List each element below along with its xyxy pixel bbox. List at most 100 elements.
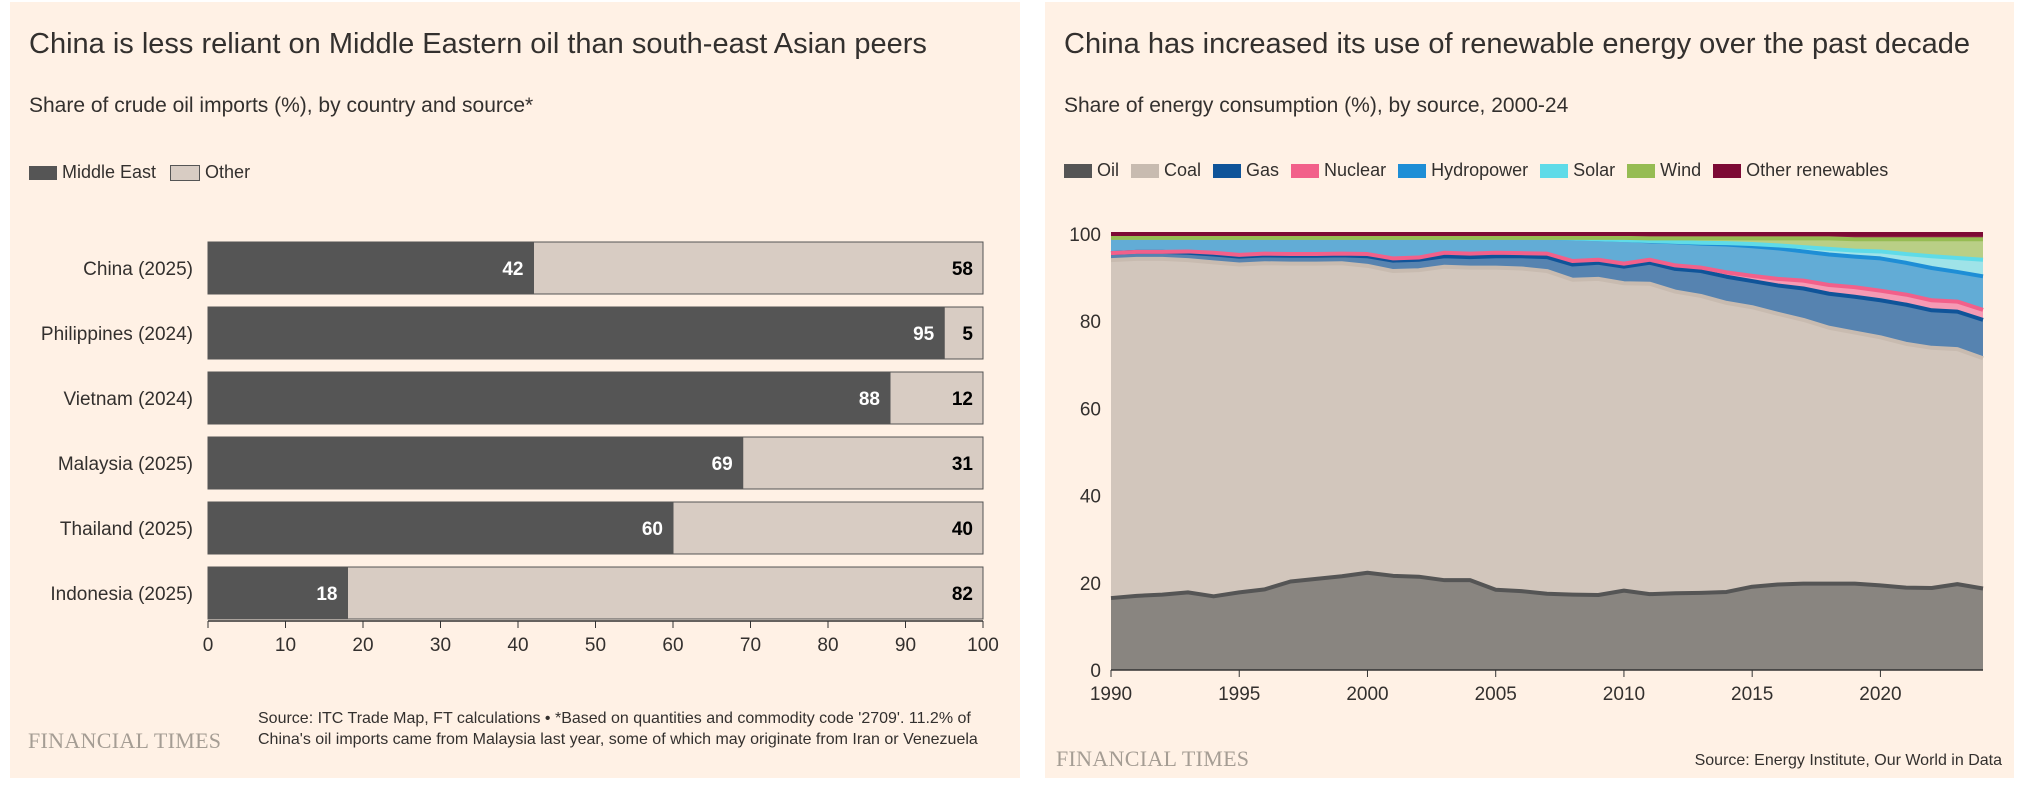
legend-label: Hydropower (1431, 160, 1529, 180)
category-label: China (2025) (83, 259, 193, 280)
data-label: 88 (859, 389, 880, 410)
x-tick-label: 2005 (1475, 684, 1517, 705)
legend-label: Solar (1573, 160, 1616, 180)
category-label: Vietnam (2024) (63, 389, 193, 410)
legend-swatch (1713, 163, 1742, 178)
bar-middle-east (207, 241, 534, 295)
x-tick-label: 80 (817, 635, 838, 656)
legend-swatch (1291, 163, 1320, 178)
data-label: 31 (952, 454, 974, 475)
category-label: Indonesia (2025) (50, 584, 193, 605)
y-tick-label: 80 (1080, 312, 1101, 333)
chart-subtitle: Share of energy consumption (%), by sour… (1064, 94, 1569, 117)
x-tick-label: 1990 (1090, 684, 1132, 705)
area-oil (1111, 572, 1983, 670)
legend-swatch (1064, 163, 1092, 178)
legend-label: Gas (1246, 160, 1280, 180)
y-tick-label: 60 (1080, 399, 1101, 420)
data-label: 5 (962, 324, 973, 345)
x-tick-label: 60 (662, 635, 683, 656)
category-label: Thailand (2025) (60, 519, 193, 540)
legend-item: Coal (1131, 160, 1201, 181)
data-label: 95 (913, 324, 935, 345)
data-label: 60 (642, 519, 663, 540)
ft-logo: FINANCIAL TIMES (1056, 746, 1250, 771)
y-tick-label: 20 (1080, 574, 1101, 595)
legend-swatch (1131, 163, 1159, 178)
chart-title: China is less reliant on Middle Eastern … (29, 28, 927, 60)
category-label: Malaysia (2025) (58, 454, 193, 475)
legend-label: Coal (1164, 160, 1202, 180)
legend-item: Wind (1627, 160, 1701, 181)
bar-middle-east (207, 371, 891, 425)
legend-item: Hydropower (1398, 160, 1528, 181)
legend-item: Oil (1064, 160, 1119, 181)
x-tick-label: 1995 (1218, 684, 1260, 705)
x-tick-label: 40 (507, 635, 528, 656)
legend-swatch (170, 164, 201, 181)
data-label: 12 (952, 389, 973, 410)
legend-swatch (1398, 163, 1427, 178)
legend: Oil Coal Gas Nuclear Hydropower Solar Wind Othe… (1064, 160, 1888, 181)
line-wind (1111, 235, 1983, 242)
bar-other (889, 371, 984, 425)
legend-label: Middle East (62, 162, 157, 182)
data-label: 18 (316, 584, 337, 605)
legend-item: Gas (1213, 160, 1279, 181)
legend-label: Wind (1660, 160, 1702, 180)
legend-swatch (1627, 163, 1656, 178)
area-coal (1111, 258, 1983, 599)
data-label: 40 (952, 519, 973, 540)
x-tick-label: 70 (740, 635, 761, 656)
y-tick-label: 40 (1080, 487, 1101, 508)
category-label: Philippines (2024) (41, 324, 193, 345)
chart-title: China has increased its use of renewable… (1064, 28, 1971, 60)
source-note: Source: Energy Institute, Our World in D… (1694, 752, 2002, 769)
legend-label: Nuclear (1324, 160, 1387, 180)
bar-other (533, 241, 984, 295)
x-tick-label: 90 (895, 635, 916, 656)
bar-middle-east (207, 566, 348, 620)
x-tick-label: 30 (430, 635, 451, 656)
line-nuclear (1110, 249, 1984, 312)
x-tick-label: 20 (352, 635, 373, 656)
legend-swatch (1213, 163, 1242, 178)
x-tick-label: 2000 (1346, 684, 1388, 705)
legend-label: Other renewables (1746, 160, 1889, 180)
area-gas (1111, 251, 1983, 359)
data-label: 82 (952, 584, 973, 605)
x-tick-label: 2010 (1603, 684, 1645, 705)
legend: Middle East Other (29, 162, 250, 183)
legend-label: Oil (1097, 160, 1119, 180)
ft-logo: FINANCIAL TIMES (28, 728, 222, 753)
x-tick-label: 2015 (1731, 684, 1773, 705)
legend-item: Middle East (29, 162, 156, 183)
bar-other (347, 566, 984, 620)
data-label: 42 (502, 259, 523, 280)
legend-label: Other (205, 162, 251, 182)
legend-swatch (29, 165, 57, 180)
area-hydropower (1111, 237, 1983, 310)
x-tick-label: 0 (203, 635, 214, 656)
x-tick-label: 10 (275, 635, 296, 656)
chart-subtitle: Share of crude oil imports (%), by count… (29, 94, 534, 117)
data-label: 58 (952, 259, 973, 280)
bar-other (943, 306, 984, 360)
area-nuclear (1111, 251, 1983, 320)
bar-other (672, 501, 984, 555)
legend-swatch (1540, 163, 1569, 178)
legend-item: Other renewables (1713, 160, 1888, 181)
line-coal (1110, 256, 1984, 361)
x-tick-label: 100 (967, 635, 999, 656)
legend-item: Solar (1540, 160, 1615, 181)
line-oil (1110, 570, 1984, 601)
bar-other (742, 436, 984, 490)
source-note: Source: ITC Trade Map, FT calculations •… (258, 710, 978, 748)
bar-middle-east (207, 306, 945, 360)
y-tick-label: 100 (1069, 225, 1101, 246)
x-tick-label: 50 (585, 635, 606, 656)
legend-item: Other (170, 162, 250, 183)
y-tick-label: 0 (1090, 661, 1101, 682)
